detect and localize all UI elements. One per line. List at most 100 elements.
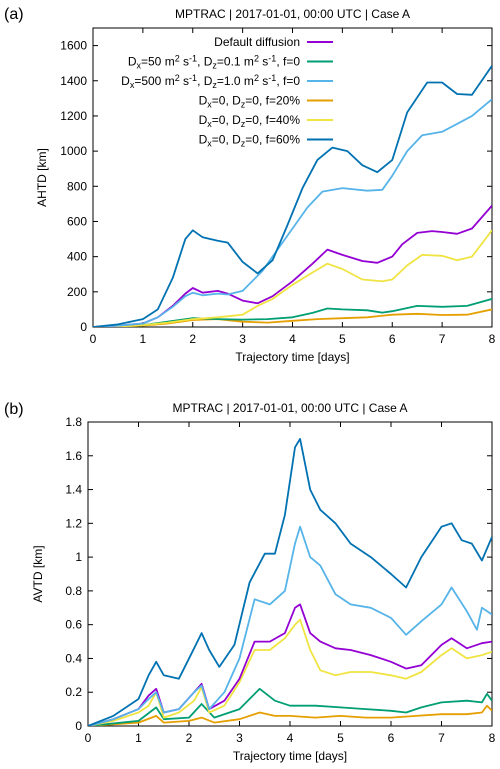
legend-text-part: , f=0 — [276, 55, 300, 69]
x-tick-label: 8 — [489, 731, 496, 745]
legend-text-part: =0, D — [212, 94, 241, 108]
legend-text-part: =0, D — [212, 113, 241, 127]
y-tick-label: 0.6 — [65, 618, 82, 632]
y-tick-label: 0.4 — [65, 651, 82, 665]
legend-label-default: Default diffusion — [214, 35, 300, 49]
y-tick-label: 1.4 — [65, 483, 82, 497]
legend-text-part: s — [259, 74, 268, 88]
series-line-f60 — [88, 438, 492, 726]
x-tick-label: 7 — [439, 332, 446, 346]
x-tick-label: 3 — [236, 731, 243, 745]
y-tick-label: 1000 — [60, 144, 87, 158]
series-line-f60 — [93, 65, 492, 327]
chart-panel-a: (a) MPTRAC | 2017-01-01, 00:00 UTC | Case… — [4, 6, 496, 364]
legend-text-part: x — [207, 100, 212, 110]
x-tick-label: 8 — [489, 332, 496, 346]
x-tick-label: 0 — [90, 332, 97, 346]
legend-text-part: -1 — [189, 54, 197, 64]
series-line-f40 — [88, 618, 492, 726]
plot-frame — [87, 421, 493, 727]
legend-label-dx50: Dx=50 m2 s-1, Dz=0.1 m2 s-1, f=0 — [128, 54, 300, 71]
legend-text-part: z — [241, 119, 246, 129]
legend-text-part: -1 — [189, 73, 197, 83]
legend-text-part: D — [128, 55, 137, 69]
y-tick-label: 1400 — [60, 74, 87, 88]
x-tick-label: 3 — [239, 332, 246, 346]
legend-text-part: D — [199, 94, 208, 108]
x-tick-label: 4 — [287, 731, 294, 745]
x-tick-label: 2 — [189, 332, 196, 346]
series-line-default — [88, 603, 492, 726]
chart-title: MPTRAC | 2017-01-01, 00:00 UTC | Case A — [175, 7, 410, 21]
legend-text-part: z — [241, 100, 246, 110]
legend-text-part: D — [199, 113, 208, 127]
legend-text-part: =50 m — [141, 55, 175, 69]
x-tick-label: 1 — [135, 731, 142, 745]
legend-text-part: 2 — [175, 54, 180, 64]
legend-text-part: =0, f=20% — [245, 94, 300, 108]
y-tick-label: 1200 — [60, 109, 87, 123]
legend-text-part: x — [207, 119, 212, 129]
legend-text-part: x — [130, 80, 135, 90]
legend-text-part: =0, f=60% — [245, 133, 300, 147]
y-tick-label: 1.8 — [65, 415, 82, 429]
chart-panel-b: (b) MPTRAC | 2017-01-01, 00:00 UTC | Case… — [4, 401, 496, 763]
legend-text-part: 2 — [254, 73, 259, 83]
x-axis-label: Trajectory time [days] — [233, 749, 347, 763]
y-tick-label: 200 — [67, 285, 87, 299]
y-tick-label: 600 — [67, 214, 87, 228]
x-tick-label: 6 — [389, 332, 396, 346]
legend-text-part: Default diffusion — [214, 35, 300, 49]
legend-text-part: , D — [197, 74, 213, 88]
legend-text-part: , D — [197, 55, 213, 69]
x-tick-label: 0 — [85, 731, 92, 745]
y-tick-label: 800 — [67, 179, 87, 193]
legend-text-part: s — [259, 55, 268, 69]
legend-text-part: z — [212, 61, 217, 71]
legend-text-part: z — [241, 139, 246, 149]
series-line-dx50 — [88, 687, 492, 726]
x-tick-label: 2 — [186, 731, 193, 745]
legend-text-part: D — [121, 74, 130, 88]
chart-title: MPTRAC | 2017-01-01, 00:00 UTC | Case A — [172, 401, 407, 415]
y-tick-label: 1600 — [60, 39, 87, 53]
panel-label: (a) — [4, 6, 24, 23]
y-tick-label: 0.8 — [65, 584, 82, 598]
legend-text-part: s — [180, 55, 189, 69]
x-tick-label: 7 — [438, 731, 445, 745]
legend-text-part: D — [199, 133, 208, 147]
x-axis-label: Trajectory time [days] — [235, 350, 349, 364]
legend-text-part: 2 — [254, 54, 259, 64]
legend-text-part: =1.0 m — [217, 74, 254, 88]
legend-text-part: =0, D — [212, 133, 241, 147]
y-axis-label: AHTD [km] — [35, 148, 49, 207]
legend-text-part: =500 m — [134, 74, 174, 88]
series-line-dx500 — [93, 98, 492, 327]
y-tick-label: 1.6 — [65, 449, 82, 463]
y-tick-label: 0 — [80, 320, 87, 334]
x-tick-label: 4 — [289, 332, 296, 346]
series-line-f40 — [93, 229, 492, 327]
legend-text-part: , f=0 — [276, 74, 300, 88]
legend-text-part: =0, f=40% — [245, 113, 300, 127]
x-tick-label: 1 — [140, 332, 147, 346]
legend-text-part: x — [137, 61, 142, 71]
legend-text-part: z — [212, 80, 217, 90]
x-tick-label: 5 — [337, 731, 344, 745]
y-axis-label: AVTD [km] — [31, 545, 45, 602]
y-tick-label: 0.2 — [65, 685, 82, 699]
legend-text-part: x — [207, 139, 212, 149]
x-tick-label: 6 — [388, 731, 395, 745]
legend-label-f60: Dx=0, Dz=0, f=60% — [199, 133, 301, 149]
series-line-dx500 — [88, 525, 492, 726]
y-tick-label: 1 — [75, 550, 82, 564]
series-line-default — [93, 205, 492, 327]
y-tick-label: 0 — [75, 719, 82, 733]
legend-text-part: =0.1 m — [217, 55, 254, 69]
y-tick-label: 1.2 — [65, 516, 82, 530]
legend-text-part: s — [180, 74, 189, 88]
series-line-f20 — [88, 704, 492, 726]
legend-text-part: -1 — [268, 73, 276, 83]
